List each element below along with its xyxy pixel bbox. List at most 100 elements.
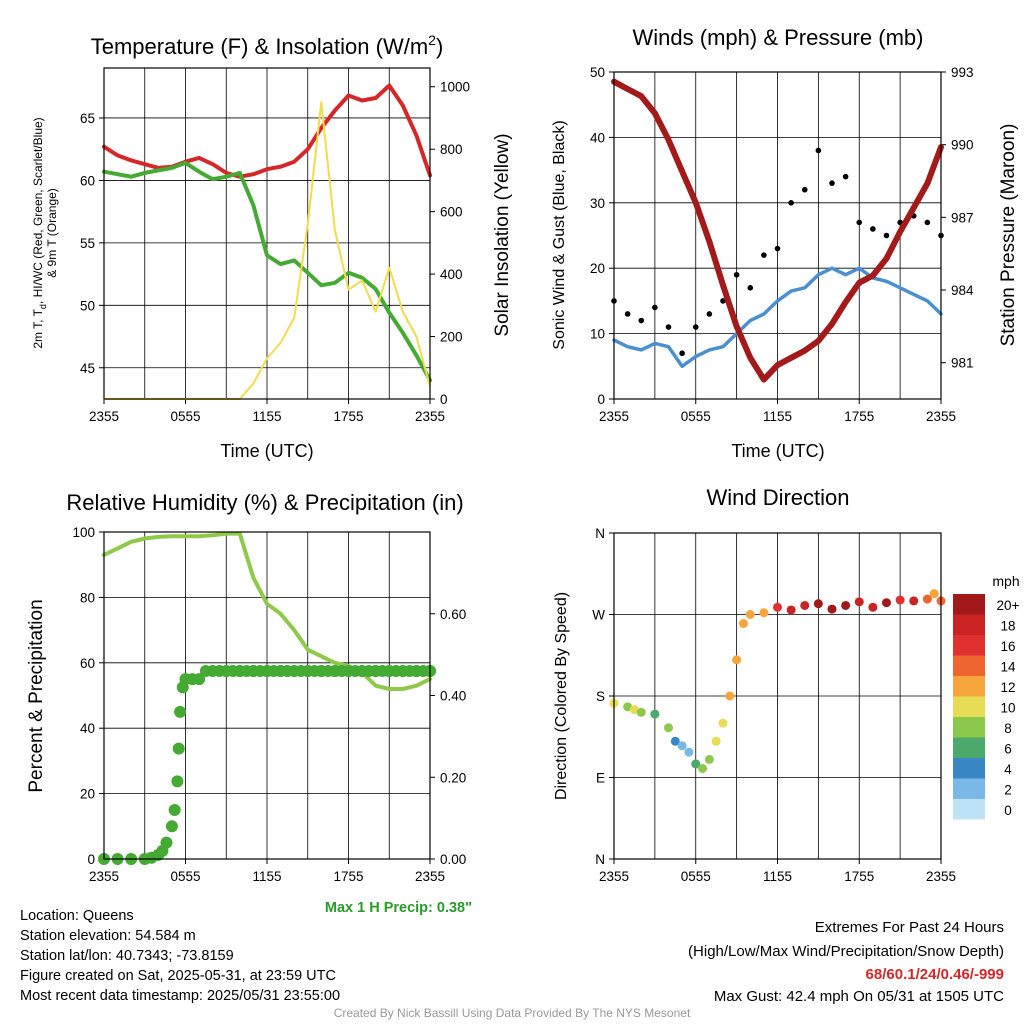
recent-data-text: Most recent data timestamp: 2025/05/31 2… — [20, 988, 341, 1004]
precip-point — [193, 673, 206, 686]
chart-title-wind: Winds (mph) & Pressure (mb) — [633, 25, 924, 50]
direction-point — [759, 608, 769, 618]
direction-point — [841, 600, 851, 610]
gust-point — [638, 317, 645, 324]
gust-point — [624, 311, 631, 317]
credit-text: Created By Nick Bassill Using Data Provi… — [333, 1006, 691, 1020]
extremes-values: 68/60.1/24/0.46/-999 — [865, 966, 1004, 983]
latlon-text: Station lat/lon: 40.7343; -73.8159 — [20, 948, 234, 964]
chart-title-rh: Relative Humidity (%) & Precipitation (i… — [66, 490, 463, 515]
y-right-tick-label-temp: 600 — [440, 205, 463, 220]
direction-point — [786, 605, 796, 615]
legend-label: 12 — [1000, 680, 1015, 695]
x-tick-label-wind: 1755 — [844, 409, 874, 424]
x-tick-label-rh: 2355 — [415, 869, 445, 884]
direction-point — [909, 596, 919, 606]
y-left-tick-label-wind: 20 — [590, 261, 605, 276]
direction-point — [670, 736, 680, 746]
direction-point — [725, 691, 735, 701]
direction-point — [895, 595, 905, 605]
legend-swatch — [953, 737, 985, 758]
y-left-tick-label-temp: 50 — [80, 298, 95, 313]
legend-swatch — [953, 614, 985, 635]
legend-label: 14 — [1000, 660, 1016, 675]
y-right-tick-label-rh: 0.40 — [440, 689, 466, 704]
x-tick-label-wind: 1155 — [763, 409, 792, 424]
legend-swatch — [953, 758, 985, 779]
gust-point — [692, 324, 699, 330]
gust-point — [815, 147, 822, 154]
x-tick-label-temp: 2355 — [415, 409, 445, 424]
max-gust-text: Max Gust: 42.4 mph On 05/31 at 1505 UTC — [713, 988, 1004, 1005]
direction-point — [677, 741, 687, 751]
gust-point — [720, 298, 726, 304]
x-tick-label-wind: 2355 — [599, 409, 629, 424]
direction-point — [800, 600, 810, 610]
wind-series-line-2 — [611, 78, 944, 383]
x-axis-label-wind: Time (UTC) — [731, 441, 824, 461]
legend-label: 8 — [1004, 721, 1012, 736]
direction-point — [882, 598, 891, 608]
y-left-tick-label-wind: 30 — [590, 196, 605, 211]
x-tick-label-rh: 1155 — [252, 869, 281, 884]
legend-label: 16 — [1000, 639, 1015, 654]
y-right-axis-label-wind: Station Pressure (Maroon) — [998, 124, 1019, 347]
y-left-tick-label-temp: 45 — [80, 361, 95, 376]
extremes-subtitle: (High/Low/Max Wind/Precipitation/Snow De… — [688, 943, 1004, 960]
wind-series-line-0 — [612, 266, 943, 369]
gust-point — [733, 271, 740, 278]
gust-point — [870, 226, 876, 232]
y-left-tick-label-rh: 20 — [80, 787, 95, 802]
direction-point — [664, 723, 673, 733]
gust-point — [842, 173, 849, 180]
y-left-tick-label-rh: 60 — [80, 656, 95, 671]
legend-label: 10 — [1000, 701, 1015, 716]
x-axis-label-temp: Time (UTC) — [220, 441, 313, 461]
y-right-tick-label-temp: 200 — [440, 330, 463, 345]
legend-swatch — [953, 594, 985, 615]
temp-series-line-0 — [102, 83, 432, 179]
x-tick-label-dir: 1755 — [844, 869, 874, 884]
direction-point — [732, 655, 742, 665]
y-left-axis-label-temp: 2m T, Td, HI/WC (Red, Green, Scarlet/Blu… — [31, 117, 48, 348]
precip-point — [174, 705, 187, 718]
gust-point — [679, 350, 685, 357]
direction-point — [718, 718, 728, 728]
direction-point — [813, 599, 823, 609]
direction-point — [698, 763, 708, 773]
y-right-axis-label-temp: Solar Insolation (Yellow) — [492, 133, 513, 336]
direction-point — [922, 594, 932, 604]
y-left-tick-label-wind: 0 — [597, 392, 605, 407]
direction-point — [929, 589, 939, 599]
x-tick-label-rh: 0555 — [170, 869, 200, 884]
y-right-tick-label-rh: 0.20 — [440, 770, 466, 785]
y-left-tick-label-rh: 100 — [72, 525, 95, 540]
legend-swatch — [953, 778, 985, 799]
direction-point — [629, 705, 639, 715]
gust-point — [665, 324, 672, 330]
temp-series-line-1 — [102, 160, 432, 383]
gust-point — [774, 245, 781, 252]
y-right-tick-label-wind: 990 — [951, 138, 974, 153]
y-right-tick-label-wind: 984 — [951, 283, 974, 298]
x-tick-label-temp: 1755 — [333, 409, 363, 424]
plot-frame-temp — [103, 67, 431, 400]
created-text: Figure created on Sat, 2025-05-31, at 23… — [20, 968, 336, 984]
x-tick-label-dir: 2355 — [599, 869, 629, 884]
direction-point — [868, 602, 878, 612]
max-precip-annotation: Max 1 H Precip: 0.38" — [325, 900, 472, 916]
y-left-tick-label-dir: N — [595, 852, 605, 867]
legend-label: 4 — [1004, 762, 1012, 777]
legend-label: 0 — [1004, 803, 1012, 818]
y-left-tick-label-rh: 80 — [80, 590, 95, 605]
plot-frame-dir — [613, 532, 942, 860]
y-right-tick-label-rh: 0.00 — [440, 852, 466, 867]
gust-point — [883, 232, 890, 239]
gust-point — [652, 304, 658, 311]
precip-point — [160, 836, 173, 849]
y-left-tick-label-dir: N — [595, 526, 605, 541]
direction-point — [691, 759, 701, 769]
direction-point — [827, 604, 837, 614]
location-text: Location: Queens — [20, 908, 134, 924]
